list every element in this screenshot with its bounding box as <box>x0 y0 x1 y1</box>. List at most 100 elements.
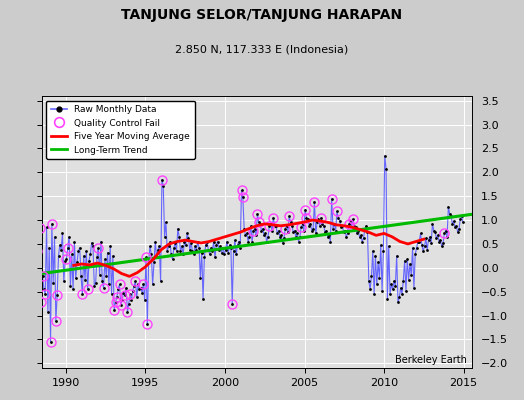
Point <box>119 290 128 296</box>
Point <box>215 246 223 253</box>
Point <box>328 195 336 202</box>
Point <box>258 226 267 232</box>
Point <box>332 227 340 234</box>
Point <box>386 291 394 297</box>
Point <box>285 213 293 220</box>
Point <box>90 283 99 289</box>
Point <box>300 227 308 234</box>
Point <box>227 244 235 251</box>
Point <box>193 238 202 245</box>
Point <box>200 254 209 260</box>
Point <box>263 238 271 245</box>
Point <box>400 258 409 264</box>
Point <box>289 229 298 235</box>
Point <box>312 230 320 237</box>
Point <box>347 224 356 230</box>
Point <box>98 278 106 284</box>
Point <box>417 230 425 237</box>
Point <box>46 338 54 345</box>
Point <box>53 292 61 299</box>
Point <box>363 229 372 235</box>
Point <box>30 221 39 227</box>
Point <box>276 234 284 240</box>
Point <box>198 249 206 256</box>
Point <box>57 246 66 253</box>
Point <box>277 232 286 238</box>
Point <box>140 297 149 304</box>
Point <box>236 244 244 251</box>
Point <box>350 222 358 229</box>
Point <box>158 176 166 183</box>
Point <box>438 243 446 250</box>
Point <box>212 242 221 248</box>
Point <box>411 251 419 258</box>
Point <box>383 296 391 302</box>
Point <box>255 219 263 226</box>
Point <box>425 234 434 240</box>
Point <box>176 248 184 254</box>
Point <box>303 216 312 222</box>
Point <box>443 234 451 240</box>
Point <box>191 243 199 250</box>
Point <box>365 278 373 284</box>
Point <box>370 291 378 297</box>
Point <box>377 242 385 248</box>
Point <box>230 248 238 254</box>
Point <box>382 165 390 172</box>
Point <box>378 288 386 294</box>
Point <box>265 222 274 229</box>
Point <box>235 238 243 245</box>
Point <box>407 272 416 278</box>
Point <box>178 243 186 250</box>
Point <box>280 235 288 242</box>
Point <box>106 243 114 250</box>
Point <box>385 243 393 250</box>
Point <box>69 286 77 292</box>
Point <box>43 308 52 315</box>
Point <box>392 253 401 259</box>
Point <box>125 300 133 307</box>
Point <box>190 251 198 258</box>
Point <box>387 281 396 288</box>
Point <box>282 222 291 229</box>
Point <box>314 216 323 222</box>
Point <box>322 227 331 234</box>
Point <box>270 222 279 229</box>
Point <box>394 299 402 305</box>
Point <box>256 221 264 227</box>
Point <box>245 234 254 240</box>
Point <box>406 261 414 267</box>
Point <box>49 280 58 286</box>
Point <box>117 302 125 308</box>
Point <box>203 238 211 245</box>
Point <box>202 242 210 248</box>
Point <box>54 253 63 259</box>
Point <box>89 243 97 250</box>
Point <box>65 234 73 240</box>
Point <box>238 194 247 200</box>
Point <box>225 242 234 248</box>
Point <box>213 238 222 245</box>
Point <box>148 281 157 288</box>
Point <box>93 254 101 260</box>
Point <box>110 306 118 313</box>
Point <box>171 240 179 246</box>
Point <box>188 248 196 254</box>
Point <box>435 238 443 245</box>
Point <box>366 286 374 292</box>
Point <box>167 251 176 258</box>
Point <box>210 238 218 245</box>
Point <box>131 278 139 284</box>
Point <box>60 278 68 284</box>
Point <box>321 229 329 235</box>
Legend: Raw Monthly Data, Quality Control Fail, Five Year Moving Average, Long-Term Tren: Raw Monthly Data, Quality Control Fail, … <box>47 100 195 159</box>
Point <box>61 258 69 264</box>
Point <box>66 283 74 289</box>
Point <box>101 256 109 262</box>
Point <box>269 214 278 221</box>
Point <box>459 219 467 226</box>
Point <box>398 291 406 297</box>
Point <box>231 237 239 243</box>
Point <box>162 219 170 226</box>
Point <box>325 232 333 238</box>
